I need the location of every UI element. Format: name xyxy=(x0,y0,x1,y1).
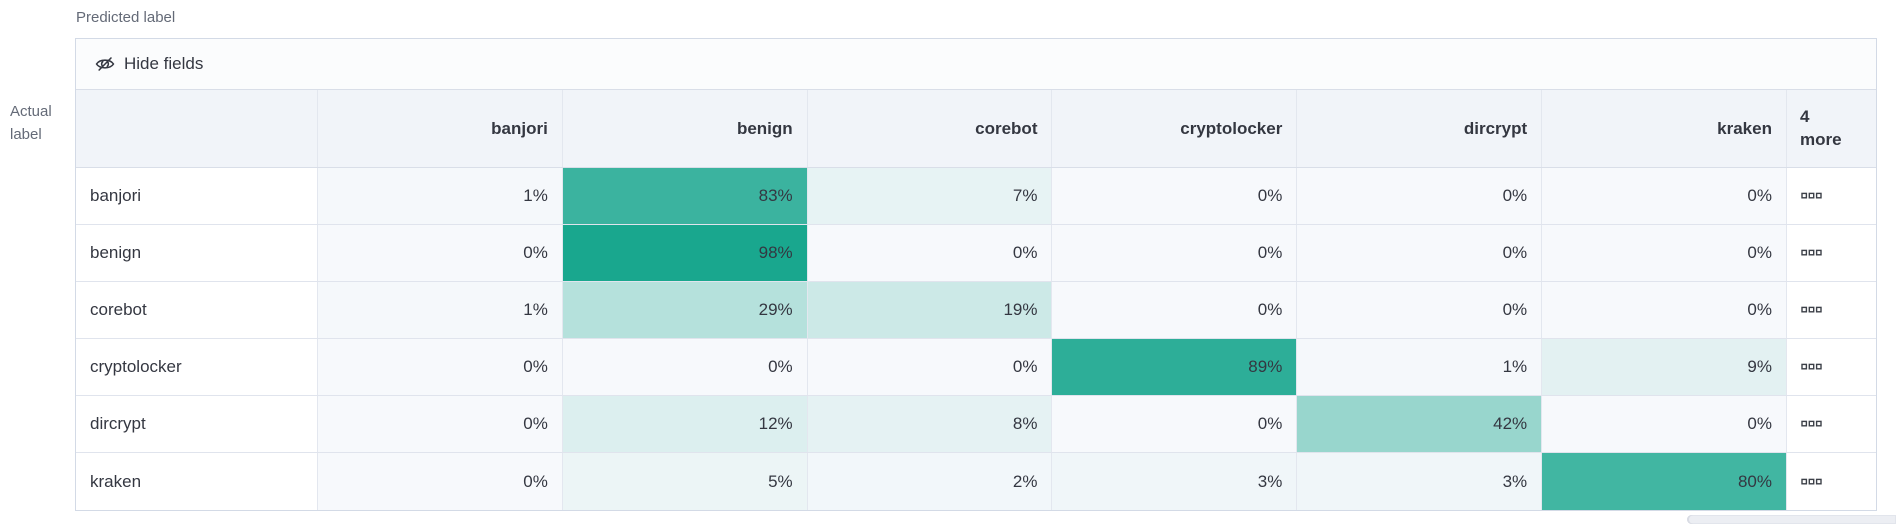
matrix-row-benign: benign 0% 98% 0% 0% 0% 0% xyxy=(76,225,1876,282)
boxes-horizontal-icon xyxy=(1801,478,1822,485)
matrix-row-banjori: banjori 1% 83% 7% 0% 0% 0% xyxy=(76,168,1876,225)
grid-toolbar: Hide fields xyxy=(76,39,1876,90)
matrix-cell-corebot-benign[interactable]: 29% xyxy=(562,282,808,338)
row-more-actions-corebot[interactable] xyxy=(1786,282,1876,338)
matrix-cell-corebot-cryptolocker[interactable]: 0% xyxy=(1052,282,1298,338)
more-columns-word: more xyxy=(1799,129,1842,149)
header-cell-kraken[interactable]: kraken xyxy=(1542,90,1787,167)
matrix-row-kraken: kraken 0% 5% 2% 3% 3% 80% xyxy=(76,453,1876,510)
boxes-horizontal-icon xyxy=(1801,363,1822,370)
matrix-cell-corebot-kraken[interactable]: 0% xyxy=(1542,282,1787,338)
matrix-cell-corebot-corebot[interactable]: 19% xyxy=(807,282,1053,338)
matrix-cell-benign-banjori[interactable]: 0% xyxy=(318,225,563,281)
matrix-cell-banjori-dircrypt[interactable]: 0% xyxy=(1297,168,1543,224)
matrix-cell-benign-dircrypt[interactable]: 0% xyxy=(1297,225,1543,281)
grid-body: banjori 1% 83% 7% 0% 0% 0% benign 0% 98% 0% 0% 0% 0% c… xyxy=(76,168,1876,510)
horizontal-scrollbar-thumb[interactable] xyxy=(1687,515,1896,524)
matrix-cell-kraken-dircrypt[interactable]: 3% xyxy=(1297,453,1543,510)
matrix-cell-cryptolocker-corebot[interactable]: 0% xyxy=(807,339,1053,395)
hide-fields-button[interactable]: Hide fields xyxy=(95,54,203,74)
matrix-cell-kraken-benign[interactable]: 5% xyxy=(562,453,808,510)
matrix-cell-banjori-cryptolocker[interactable]: 0% xyxy=(1052,168,1298,224)
matrix-cell-dircrypt-benign[interactable]: 12% xyxy=(562,396,808,452)
header-cell-dircrypt[interactable]: dircrypt xyxy=(1297,90,1543,167)
matrix-cell-kraken-kraken[interactable]: 80% xyxy=(1542,453,1787,510)
boxes-horizontal-icon xyxy=(1801,306,1822,313)
row-more-actions-cryptolocker[interactable] xyxy=(1786,339,1876,395)
matrix-cell-dircrypt-banjori[interactable]: 0% xyxy=(318,396,563,452)
matrix-row-cryptolocker: cryptolocker 0% 0% 0% 89% 1% 9% xyxy=(76,339,1876,396)
matrix-cell-benign-corebot[interactable]: 0% xyxy=(807,225,1053,281)
header-cell-cryptolocker[interactable]: cryptolocker xyxy=(1052,90,1298,167)
header-cell-benign[interactable]: benign xyxy=(563,90,808,167)
matrix-cell-dircrypt-dircrypt[interactable]: 42% xyxy=(1297,396,1543,452)
row-more-actions-dircrypt[interactable] xyxy=(1786,396,1876,452)
matrix-cell-corebot-dircrypt[interactable]: 0% xyxy=(1297,282,1543,338)
row-label-cryptolocker: cryptolocker xyxy=(76,339,318,395)
row-more-actions-banjori[interactable] xyxy=(1786,168,1876,224)
row-label-banjori: banjori xyxy=(76,168,318,224)
matrix-cell-kraken-cryptolocker[interactable]: 3% xyxy=(1052,453,1298,510)
header-cell-banjori[interactable]: banjori xyxy=(318,90,563,167)
predicted-label-axis: Predicted label xyxy=(76,9,176,26)
header-cell-corebot[interactable]: corebot xyxy=(808,90,1053,167)
confusion-matrix-grid: Hide fields banjori benign corebot cryptolo… xyxy=(75,38,1877,511)
eye-closed-icon xyxy=(95,57,115,71)
hide-fields-label: Hide fields xyxy=(124,54,204,73)
row-label-dircrypt: dircrypt xyxy=(76,396,318,452)
row-label-kraken: kraken xyxy=(76,453,318,510)
matrix-cell-banjori-benign[interactable]: 83% xyxy=(562,168,808,224)
row-label-benign: benign xyxy=(76,225,318,281)
matrix-cell-banjori-kraken[interactable]: 0% xyxy=(1542,168,1787,224)
boxes-horizontal-icon xyxy=(1801,249,1822,256)
row-more-actions-benign[interactable] xyxy=(1786,225,1876,281)
header-corner-cell xyxy=(76,90,318,167)
matrix-cell-banjori-banjori[interactable]: 1% xyxy=(318,168,563,224)
actual-label-axis: Actual label xyxy=(10,103,52,144)
matrix-cell-benign-cryptolocker[interactable]: 0% xyxy=(1052,225,1298,281)
matrix-cell-cryptolocker-cryptolocker[interactable]: 89% xyxy=(1052,339,1298,395)
boxes-horizontal-icon xyxy=(1801,420,1822,427)
matrix-row-corebot: corebot 1% 29% 19% 0% 0% 0% xyxy=(76,282,1876,339)
matrix-cell-benign-benign[interactable]: 98% xyxy=(562,225,808,281)
more-columns-count: 4 xyxy=(1799,106,1810,126)
matrix-cell-benign-kraken[interactable]: 0% xyxy=(1542,225,1787,281)
boxes-horizontal-icon xyxy=(1801,192,1822,199)
matrix-cell-cryptolocker-dircrypt[interactable]: 1% xyxy=(1297,339,1543,395)
row-more-actions-kraken[interactable] xyxy=(1786,453,1876,510)
matrix-cell-banjori-corebot[interactable]: 7% xyxy=(807,168,1053,224)
matrix-cell-cryptolocker-benign[interactable]: 0% xyxy=(562,339,808,395)
matrix-cell-kraken-corebot[interactable]: 2% xyxy=(807,453,1053,510)
matrix-cell-dircrypt-corebot[interactable]: 8% xyxy=(807,396,1053,452)
header-more-columns-cell[interactable]: 4 more xyxy=(1787,90,1876,167)
matrix-cell-dircrypt-cryptolocker[interactable]: 0% xyxy=(1052,396,1298,452)
row-label-corebot: corebot xyxy=(76,282,318,338)
matrix-cell-cryptolocker-kraken[interactable]: 9% xyxy=(1542,339,1787,395)
matrix-cell-cryptolocker-banjori[interactable]: 0% xyxy=(318,339,563,395)
grid-header-row: banjori benign corebot cryptolocker dircrypt… xyxy=(76,90,1876,168)
matrix-cell-corebot-banjori[interactable]: 1% xyxy=(318,282,563,338)
matrix-row-dircrypt: dircrypt 0% 12% 8% 0% 42% 0% xyxy=(76,396,1876,453)
matrix-cell-kraken-banjori[interactable]: 0% xyxy=(318,453,563,510)
matrix-cell-dircrypt-kraken[interactable]: 0% xyxy=(1542,396,1787,452)
